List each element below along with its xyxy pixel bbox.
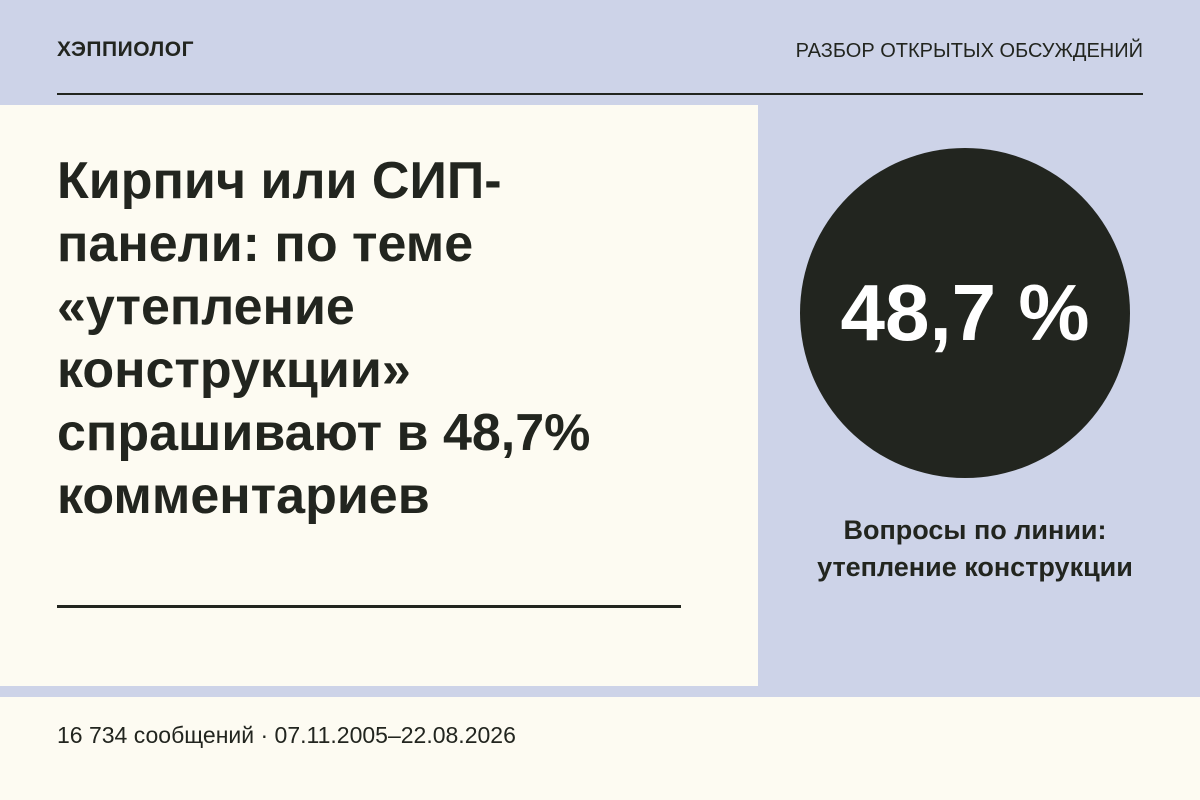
card-title: Кирпич или СИП-панели: по теме «утеплени…	[57, 152, 591, 525]
stat-value: 48,7 %	[840, 268, 1090, 357]
footer-text: 16 734 сообщений · 07.11.2005–22.08.2026	[57, 722, 516, 748]
footer-band	[0, 697, 1200, 800]
title-rule	[57, 605, 681, 608]
stat-caption: Вопросы по линии: утепление конструкции	[817, 515, 1133, 582]
brand: ХЭППИОЛОГ	[57, 38, 194, 61]
section-label: РАЗБОР ОТКРЫТЫХ ОБСУЖДЕНИЙ	[795, 40, 1143, 62]
stat-circle: 48,7 %	[800, 148, 1130, 478]
card-panel	[0, 105, 758, 686]
header-rule	[57, 93, 1143, 95]
